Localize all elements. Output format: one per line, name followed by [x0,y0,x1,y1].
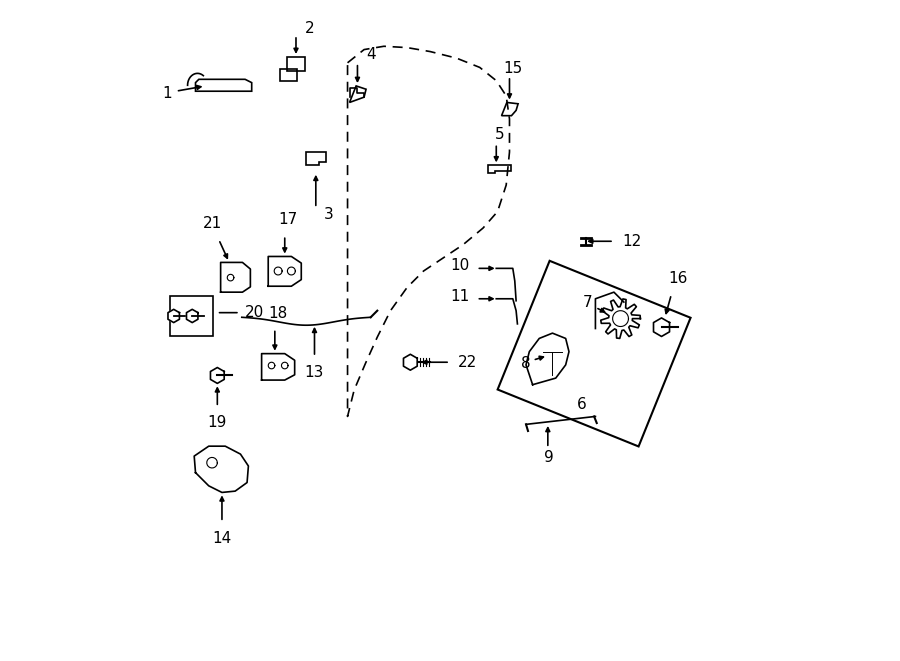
Polygon shape [268,256,302,286]
Text: 1: 1 [162,87,172,101]
Text: 3: 3 [324,208,334,222]
Text: 12: 12 [622,234,641,249]
Text: 17: 17 [278,212,298,227]
Bar [498,261,690,446]
Polygon shape [262,354,294,380]
Polygon shape [194,446,248,492]
Text: 9: 9 [544,450,554,465]
Text: 11: 11 [451,290,470,304]
Polygon shape [220,262,250,292]
Text: 14: 14 [212,531,231,546]
Text: 7: 7 [582,295,592,309]
Polygon shape [653,318,670,336]
Text: 15: 15 [503,61,522,75]
Text: 18: 18 [268,305,288,321]
Bar [287,57,305,71]
Text: 5: 5 [495,128,504,142]
Text: 16: 16 [669,271,688,286]
Text: 21: 21 [202,216,221,231]
Polygon shape [601,299,641,338]
Polygon shape [186,309,198,323]
Text: 13: 13 [305,365,324,380]
Text: 20: 20 [245,305,265,320]
Text: 2: 2 [304,21,314,36]
Polygon shape [211,368,224,383]
Text: 19: 19 [208,415,227,430]
Text: 8: 8 [521,356,531,371]
Text: 4: 4 [366,48,375,62]
Text: 10: 10 [451,258,470,273]
Bar [170,296,213,336]
Text: 22: 22 [458,355,477,369]
Polygon shape [526,333,569,385]
Polygon shape [403,354,418,370]
Text: 6: 6 [577,397,587,412]
Polygon shape [168,309,179,323]
